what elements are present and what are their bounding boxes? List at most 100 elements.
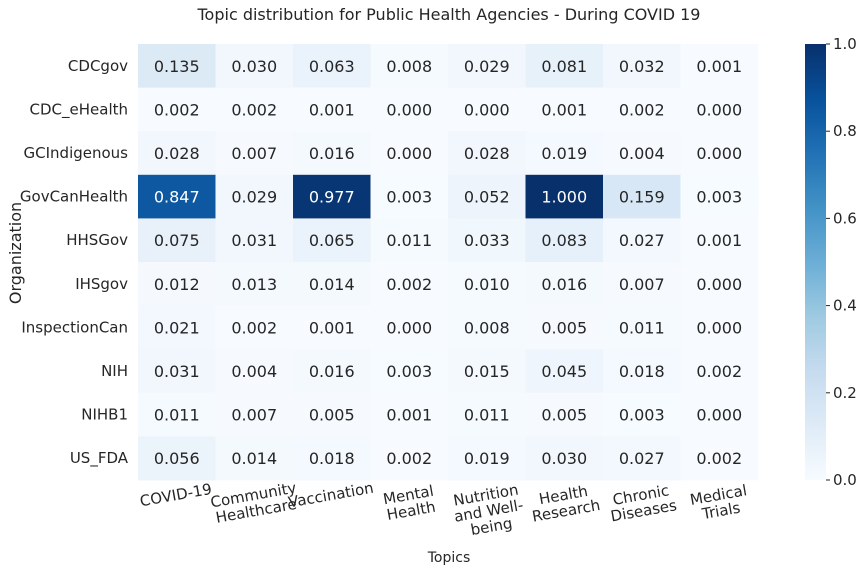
colorbar-tick-label: 1.0 xyxy=(833,35,857,53)
cell-value-label: 0.011 xyxy=(154,406,200,425)
heatmap-cell xyxy=(293,392,371,437)
heatmap-cell xyxy=(525,305,604,350)
heatmap-cell xyxy=(525,218,604,263)
cell-value-label: 0.045 xyxy=(541,362,587,381)
heatmap-cell xyxy=(293,262,371,307)
column-label: Vaccination xyxy=(287,479,375,512)
cell-value-label: 0.008 xyxy=(386,57,432,76)
heatmap-cell xyxy=(525,436,604,481)
heatmap-cell xyxy=(138,218,216,263)
heatmap-cell xyxy=(603,174,681,219)
cell-value-label: 0.001 xyxy=(541,100,587,119)
row-label: IHSgov xyxy=(75,275,128,293)
cell-value-label: 0.015 xyxy=(464,362,510,381)
heatmap-cell xyxy=(448,436,526,481)
cell-value-label: 0.028 xyxy=(154,144,200,163)
heatmap-cell xyxy=(215,392,294,437)
cell-value-label: 0.001 xyxy=(309,318,355,337)
cell-value-label: 0.065 xyxy=(309,231,355,250)
cell-value-label: 0.011 xyxy=(619,318,665,337)
heatmap-cell xyxy=(448,87,526,132)
heatmap-cell xyxy=(603,392,681,437)
heatmap-cell xyxy=(293,87,371,132)
cell-value-label: 0.075 xyxy=(154,231,200,250)
cell-value-label: 0.003 xyxy=(386,188,432,207)
column-label: COVID-19 xyxy=(138,480,213,510)
cell-value-label: 0.005 xyxy=(541,318,587,337)
heatmap-cell xyxy=(680,305,759,350)
heatmap-cell xyxy=(448,305,526,350)
cell-value-label: 0.027 xyxy=(619,231,665,250)
cell-value-label: 0.027 xyxy=(619,449,665,468)
row-label: InspectionCan xyxy=(21,318,128,336)
cell-value-label: 0.004 xyxy=(619,144,665,163)
cell-value-label: 0.007 xyxy=(231,144,277,163)
heatmap-cell xyxy=(448,392,526,437)
cell-value-label: 0.159 xyxy=(619,188,665,207)
cell-value-label: 0.001 xyxy=(309,100,355,119)
heatmap-cell xyxy=(370,262,449,307)
chart-title: Topic distribution for Public Health Age… xyxy=(197,5,701,24)
cell-value-label: 0.003 xyxy=(386,362,432,381)
colorbar xyxy=(805,44,826,480)
cell-value-label: 0.033 xyxy=(464,231,510,250)
heatmap-cell xyxy=(448,131,526,176)
heatmap-cells: 0.135 0.030 0.063 0.008 0.029 0.081 0.032 0.001… xyxy=(138,44,759,481)
heatmap-cell xyxy=(448,44,526,89)
heatmap-cell xyxy=(525,44,604,89)
heatmap-cell xyxy=(525,174,604,219)
heatmap-cell xyxy=(370,87,449,132)
cell-value-label: 0.000 xyxy=(386,144,432,163)
cell-value-label: 0.002 xyxy=(386,275,432,294)
colorbar-tick-label: 0.6 xyxy=(833,209,857,227)
row-label: US_FDA xyxy=(70,449,129,468)
cell-value-label: 0.031 xyxy=(231,231,277,250)
cell-value-label: 0.005 xyxy=(541,406,587,425)
row-labels: CDCgov CDC_eHealth GCIndigenous GovCanHealt… xyxy=(20,57,129,468)
heatmap-cell xyxy=(138,436,216,481)
heatmap-cell xyxy=(370,131,449,176)
heatmap-cell xyxy=(215,262,294,307)
heatmap-cell xyxy=(448,218,526,263)
cell-value-label: 0.000 xyxy=(386,318,432,337)
cell-value-label: 0.016 xyxy=(541,275,587,294)
heatmap-cell xyxy=(680,392,759,437)
cell-value-label: 0.014 xyxy=(231,449,277,468)
heatmap-cell xyxy=(680,131,759,176)
cell-value-label: 0.019 xyxy=(464,449,510,468)
row-label: GovCanHealth xyxy=(20,188,128,206)
heatmap-cell xyxy=(370,305,449,350)
cell-value-label: 0.013 xyxy=(231,275,277,294)
heatmap-cell xyxy=(370,436,449,481)
cell-value-label: 0.000 xyxy=(696,100,742,119)
heatmap-cell xyxy=(680,436,759,481)
cell-value-label: 0.019 xyxy=(541,144,587,163)
heatmap-cell xyxy=(138,262,216,307)
cell-value-label: 0.000 xyxy=(696,144,742,163)
colorbar-tick-label: 0.8 xyxy=(833,122,857,140)
heatmap-cell xyxy=(525,262,604,307)
colorbar-tick-label: 0.0 xyxy=(833,471,857,489)
row-label: NIH xyxy=(101,362,128,380)
heatmap-cell xyxy=(603,131,681,176)
cell-value-label: 1.000 xyxy=(541,188,587,207)
column-label-line: Vaccination xyxy=(287,479,375,512)
cell-value-label: 0.018 xyxy=(309,449,355,468)
cell-value-label: 0.002 xyxy=(696,362,742,381)
column-label-line: COVID-19 xyxy=(138,480,213,510)
row-label: GCIndigenous xyxy=(24,144,129,162)
heatmap-cell xyxy=(138,349,216,394)
cell-value-label: 0.063 xyxy=(309,57,355,76)
cell-value-label: 0.031 xyxy=(154,362,200,381)
heatmap-cell xyxy=(370,349,449,394)
cell-value-label: 0.011 xyxy=(386,231,432,250)
heatmap-cell xyxy=(603,262,681,307)
heatmap-cell xyxy=(603,349,681,394)
heatmap-cell xyxy=(215,87,294,132)
row-label: CDC_eHealth xyxy=(30,100,128,119)
cell-value-label: 0.052 xyxy=(464,188,510,207)
cell-value-label: 0.083 xyxy=(541,231,587,250)
